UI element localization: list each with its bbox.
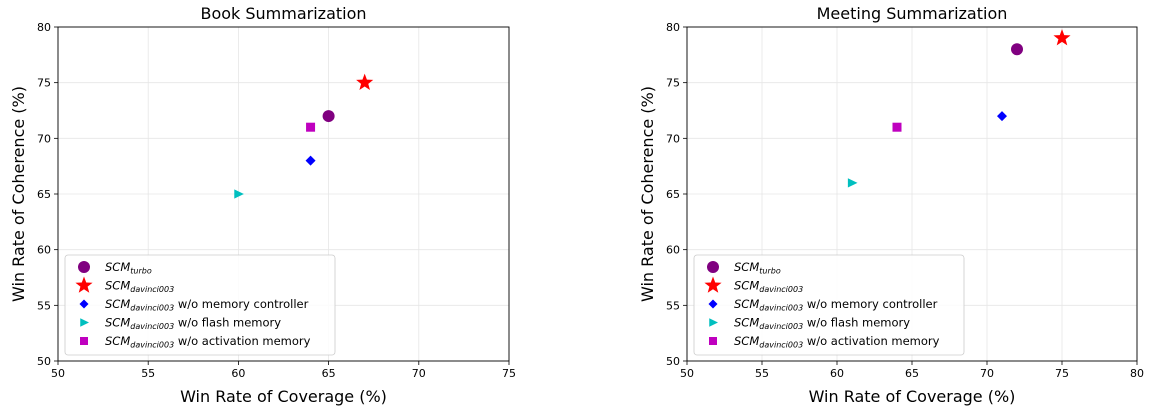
x-tick-label: 80 [1130,367,1144,380]
legend-marker-star [75,276,93,293]
legend-label-main: SCM [734,297,759,311]
legend-label-subscript: turbo [130,267,152,276]
legend-label: SCMdavinci003 w/o activation memory [734,334,940,350]
legend-label-subscript: turbo [759,267,781,276]
legend-label: SCMdavinci003 [734,279,803,295]
legend-label: SCMdavinci003 w/o memory controller [734,297,938,313]
y-tick-label: 70 [37,132,51,145]
y-tick-label: 80 [666,21,680,34]
legend-label-suffix: w/o flash memory [803,316,910,330]
x-tick-label: 65 [905,367,919,380]
plot-frame [686,26,1138,362]
x-tick-label: 70 [412,367,426,380]
legend-label-suffix: w/o activation memory [174,334,310,348]
x-tick-label: 65 [322,367,336,380]
legend-label: SCMdavinci003 [105,279,174,295]
data-point-circle [1011,43,1023,56]
y-tick-label: 75 [666,77,680,90]
legend-label-main: SCM [105,316,130,330]
data-point-diamond [997,111,1007,122]
chart-title: Meeting Summarization [817,4,1008,23]
x-tick-label: 60 [830,367,844,380]
chart-1: 50 55 60 65 70 75 50 55 60 65 70 75 80 Book Summariza… [9,4,516,406]
legend-label: SCMturbo [105,260,152,276]
legend-marker-square [80,337,88,345]
legend-label-main: SCM [734,260,759,274]
legend-label-subscript: davinci003 [759,341,803,350]
legend-label-suffix: w/o activation memory [803,334,939,348]
x-axis-label: Win Rate of Coverage (%) [809,387,1016,406]
legend-label-subscript: davinci003 [130,285,174,294]
data-point-triangle-right [234,189,244,199]
x-tick-label: 75 [502,367,516,380]
y-tick-label: 65 [37,188,51,201]
y-axis-label: Win Rate of Coherence (%) [9,86,28,302]
legend-label-main: SCM [734,334,759,348]
legend-label-suffix: w/o flash memory [174,316,281,330]
legend-label: SCMdavinci003 w/o activation memory [105,334,311,350]
data-point-star [1053,29,1071,46]
y-tick-label: 55 [666,299,680,312]
legend-label-suffix: w/o memory controller [803,297,937,311]
y-tick-label: 60 [37,244,51,257]
legend-label: SCMdavinci003 w/o flash memory [105,316,281,332]
x-tick-label: 55 [755,367,769,380]
y-tick-label: 75 [37,77,51,90]
chart-2: 50 55 60 65 70 75 80 50 55 60 65 70 75 80 Meeting Summ… [638,4,1144,406]
data-point-star [356,73,374,90]
legend-marker-diamond [79,299,89,309]
legend-marker-diamond [708,299,718,309]
legend-label-suffix: w/o memory controller [174,297,308,311]
x-tick-label: 50 [51,367,65,380]
legend-label-subscript: davinci003 [130,304,174,313]
legend-label-main: SCM [105,334,130,348]
data-point-circle [322,110,335,123]
legend-label-main: SCM [734,279,759,293]
chart-title: Book Summarization [200,4,366,23]
x-tick-label: 70 [980,367,994,380]
legend-label-subscript: davinci003 [759,322,803,331]
legend-label-subscript: davinci003 [759,285,803,294]
legend-label-main: SCM [734,316,759,330]
legend-marker-circle [78,261,90,273]
legend-box [64,254,336,356]
y-axis-label: Win Rate of Coherence (%) [638,86,657,302]
legend-marker-triangle-right [709,318,718,327]
legend-label: SCMdavinci003 w/o flash memory [734,316,910,332]
data-point-diamond [305,155,316,166]
y-tick-label: 80 [37,21,51,34]
y-tick-label: 60 [666,244,680,257]
legend-marker-star [704,276,722,293]
legend-marker-square [709,337,717,345]
data-point-triangle-right [847,178,858,188]
legend-label-main: SCM [105,279,130,293]
y-tick-label: 55 [37,299,51,312]
legend-label: SCMturbo [734,260,781,276]
x-axis-label: Win Rate of Coverage (%) [180,387,387,406]
y-tick-label: 70 [666,132,680,145]
y-tick-label: 65 [666,188,680,201]
legend-label-subscript: davinci003 [759,304,803,313]
legend-box [693,254,965,356]
plot-frame [57,26,510,362]
x-tick-label: 75 [1055,367,1069,380]
x-tick-label: 60 [231,367,245,380]
x-tick-label: 50 [680,367,694,380]
legend-label-subscript: davinci003 [130,322,174,331]
data-point-square [892,122,902,132]
legend-marker-triangle-right [80,318,89,327]
legend-label-main: SCM [105,260,130,274]
legend-label-main: SCM [105,297,130,311]
y-tick-label: 50 [666,355,680,368]
legend-label: SCMdavinci003 w/o memory controller [105,297,309,313]
y-tick-label: 50 [37,355,51,368]
x-tick-label: 55 [141,367,155,380]
legend-marker-circle [707,261,719,273]
data-point-square [306,122,316,132]
legend-label-subscript: davinci003 [130,341,174,350]
